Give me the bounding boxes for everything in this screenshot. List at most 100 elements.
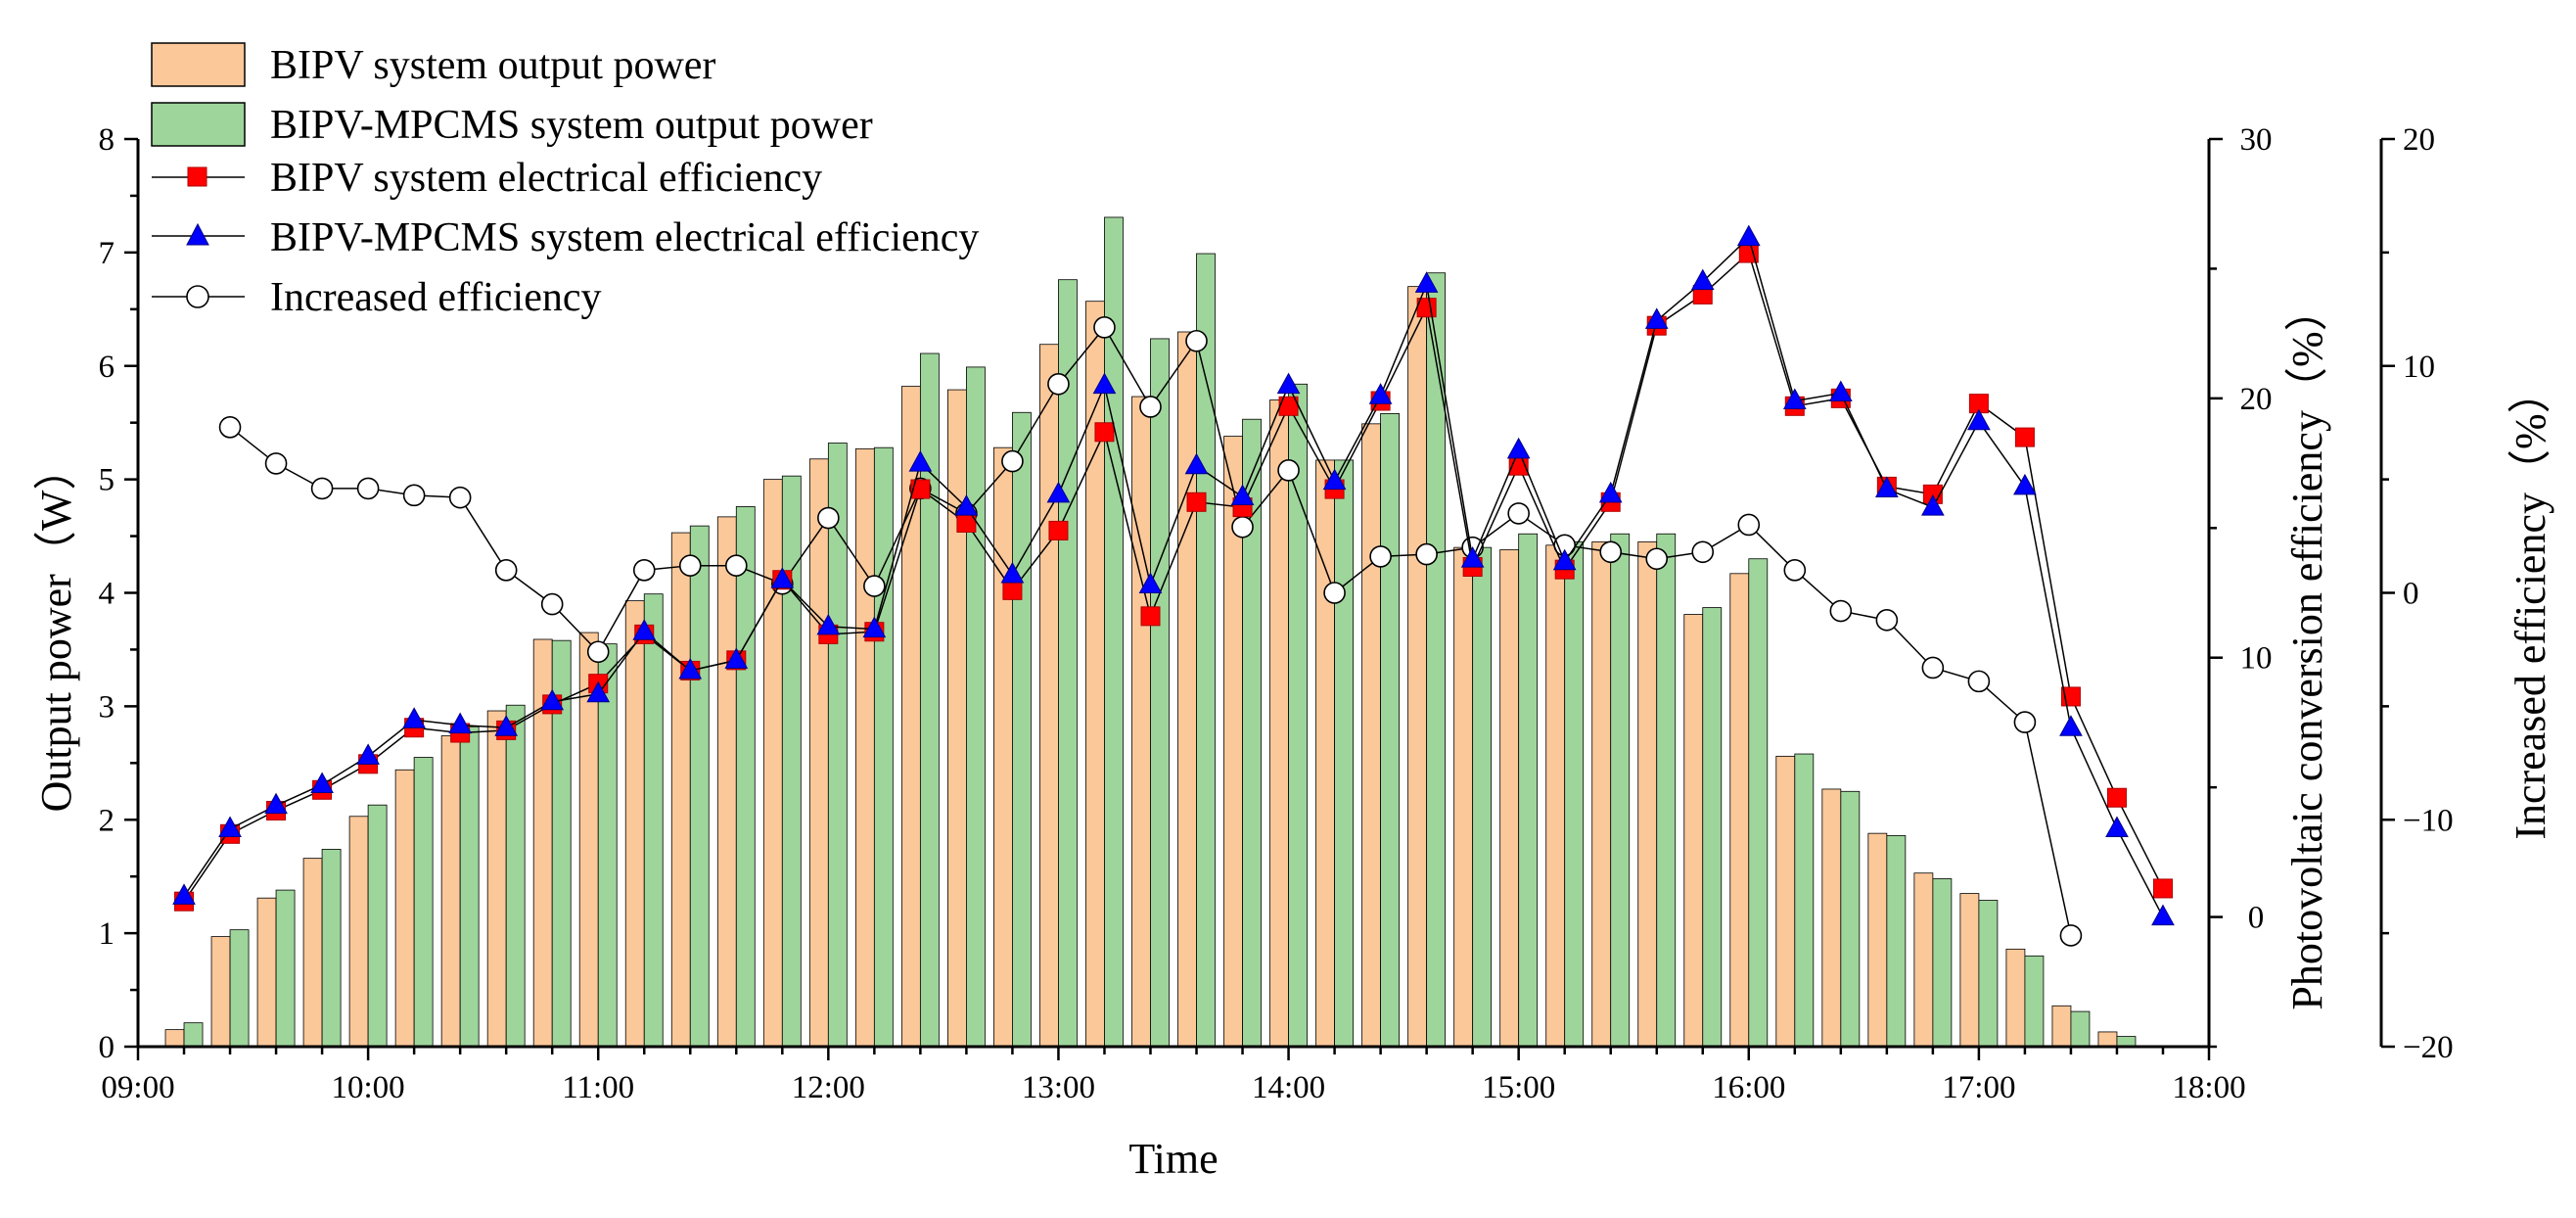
x-tick-label: 11:00 bbox=[562, 1070, 634, 1105]
bar-bipv bbox=[1131, 396, 1151, 1048]
mpcms-efficiency-point bbox=[1000, 561, 1025, 584]
bar-bipv bbox=[1269, 399, 1289, 1048]
mpcms-efficiency-point bbox=[632, 619, 657, 640]
bar-mpcms bbox=[873, 446, 894, 1048]
bar-mpcms bbox=[1196, 253, 1216, 1048]
x-tick-label: 10:00 bbox=[332, 1070, 405, 1105]
increased-efficiency-point bbox=[310, 477, 334, 500]
bipv-efficiency-point bbox=[1048, 520, 1069, 540]
bar-mpcms bbox=[1104, 216, 1124, 1048]
increased-efficiency-point bbox=[586, 640, 610, 664]
bar-bipv bbox=[1545, 544, 1566, 1048]
bipv-efficiency-point bbox=[1186, 492, 1207, 512]
bar-mpcms bbox=[1656, 533, 1677, 1048]
bar-bipv bbox=[348, 816, 369, 1048]
bipv-efficiency-point bbox=[2014, 427, 2035, 447]
increased-efficiency-point bbox=[1323, 582, 1346, 604]
y-right2-tick-label: −20 bbox=[2403, 1030, 2454, 1065]
bar-mpcms bbox=[1012, 411, 1032, 1048]
bar-mpcms bbox=[1748, 558, 1769, 1048]
bar-bipv bbox=[670, 532, 691, 1048]
bar-bipv bbox=[1729, 573, 1750, 1048]
mpcms-efficiency-point bbox=[1184, 452, 1209, 475]
bar-bipv bbox=[1499, 549, 1520, 1048]
increased-efficiency-point bbox=[863, 575, 886, 597]
bar-bipv bbox=[302, 858, 323, 1048]
bar-bipv bbox=[2051, 1005, 2072, 1048]
increased-efficiency-point bbox=[1507, 502, 1530, 525]
mpcms-efficiency-point bbox=[218, 816, 242, 838]
y-right1-axis-title: Photovoltaic conversion efficiency（%） bbox=[2283, 288, 2331, 1009]
bar-bipv bbox=[1821, 788, 1842, 1048]
bar-mpcms bbox=[643, 593, 664, 1048]
bar-mpcms bbox=[413, 757, 434, 1048]
bipv-efficiency-point bbox=[2152, 878, 2173, 899]
increased-efficiency-point bbox=[264, 452, 288, 475]
y-right2-tick-label: 20 bbox=[2403, 122, 2435, 158]
mpcms-efficiency-point bbox=[862, 616, 887, 638]
legend-circle-marker bbox=[186, 285, 209, 308]
mpcms-efficiency-point bbox=[1138, 572, 1163, 594]
mpcms-efficiency-line bbox=[183, 236, 2164, 917]
mpcms-efficiency-point bbox=[1782, 388, 1807, 410]
bar-mpcms bbox=[1702, 607, 1723, 1048]
increased-efficiency-point bbox=[218, 416, 242, 439]
increased-efficiency-point bbox=[1967, 670, 1991, 693]
bar-bipv bbox=[1913, 872, 1934, 1048]
increased-efficiency-point bbox=[678, 554, 702, 577]
mpcms-efficiency-point bbox=[264, 792, 288, 815]
mpcms-efficiency-point bbox=[1967, 408, 1991, 431]
y-right1-tick-label: 30 bbox=[2240, 122, 2273, 158]
mpcms-efficiency-point bbox=[2059, 715, 2083, 736]
mpcms-efficiency-point bbox=[770, 567, 795, 588]
y-left-tick-label: 3 bbox=[99, 689, 115, 725]
mpcms-efficiency-series bbox=[172, 224, 2175, 926]
tick-labels: 09:00 10:00 11:00 12:00 13:00 14:00 15:00 16:00… bbox=[99, 122, 2454, 1105]
bar-bipv bbox=[486, 710, 507, 1048]
bar-bipv bbox=[993, 446, 1013, 1048]
increased-efficiency-point bbox=[1415, 542, 1438, 566]
bar-bipv bbox=[1039, 344, 1059, 1048]
bar-mpcms bbox=[1978, 900, 1999, 1048]
bar-mpcms bbox=[1840, 790, 1861, 1048]
increased-efficiency-point bbox=[1875, 609, 1899, 632]
y-right2-tick-label: 10 bbox=[2403, 350, 2435, 385]
x-tick-label: 14:00 bbox=[1252, 1070, 1325, 1105]
bar-mpcms bbox=[505, 704, 526, 1048]
y-left-tick-label: 1 bbox=[99, 916, 115, 952]
axes bbox=[124, 137, 2395, 1060]
bipv-efficiency-point bbox=[1002, 580, 1023, 600]
bar-mpcms bbox=[275, 889, 296, 1048]
x-axis-title: Time bbox=[1128, 1135, 1218, 1183]
bar-bipv bbox=[1085, 301, 1105, 1048]
bar-bipv bbox=[1591, 540, 1612, 1048]
increased-efficiency-point bbox=[1783, 559, 1807, 582]
bar-bipv bbox=[210, 936, 231, 1048]
increased-efficiency-point bbox=[1829, 599, 1853, 623]
mpcms-efficiency-point bbox=[1046, 481, 1071, 503]
mpcms-efficiency-point bbox=[540, 688, 565, 711]
mpcms-efficiency-point bbox=[1921, 494, 1945, 516]
increased-efficiency-point bbox=[402, 484, 426, 507]
mpcms-efficiency-point bbox=[448, 712, 473, 734]
bar-mpcms bbox=[735, 506, 756, 1048]
bar-mpcms bbox=[1932, 878, 1953, 1048]
bar-mpcms bbox=[367, 804, 388, 1048]
legend-label-increased-efficiency: Increased efficiency bbox=[270, 275, 602, 320]
mpcms-efficiency-point bbox=[1598, 481, 1623, 503]
bar-mpcms bbox=[1426, 272, 1447, 1048]
increased-efficiency-point bbox=[1737, 513, 1761, 537]
bipv-efficiency-line bbox=[183, 252, 2164, 903]
bar-mpcms bbox=[827, 443, 848, 1048]
increased-efficiency-point bbox=[632, 559, 656, 582]
bar-mpcms bbox=[1564, 540, 1585, 1048]
increased-efficiency-point bbox=[1231, 515, 1254, 539]
bar-mpcms bbox=[1288, 383, 1308, 1048]
mpcms-efficiency-point bbox=[356, 743, 380, 765]
mpcms-efficiency-point bbox=[1322, 468, 1347, 491]
increased-efficiency-point bbox=[494, 559, 518, 582]
bar-bipv bbox=[164, 1029, 185, 1048]
bar-mpcms bbox=[1518, 533, 1539, 1048]
bar-mpcms bbox=[1150, 338, 1170, 1048]
